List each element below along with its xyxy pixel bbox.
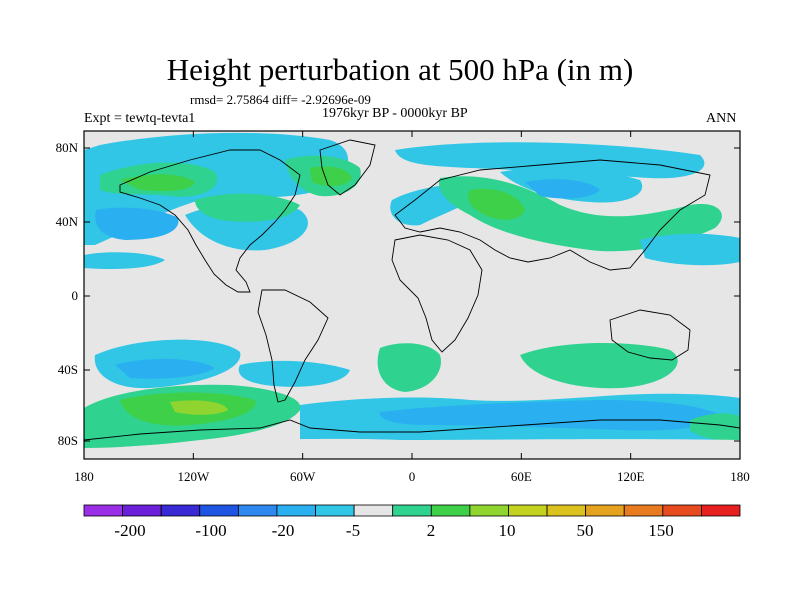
colorbar-swatch [508, 504, 548, 517]
contour-region [95, 207, 179, 240]
contour-region [377, 343, 441, 392]
colorbar-swatch [469, 504, 509, 517]
lon-tick-label: 180 [74, 469, 94, 484]
colorbar-swatch [353, 504, 394, 517]
coastline-australia [609, 309, 691, 361]
colorbar-swatch [546, 504, 587, 517]
lat-tick-label: 40S [58, 362, 78, 377]
contour-region [690, 413, 740, 441]
contour-region [640, 233, 740, 266]
colorbar-label: 150 [648, 521, 674, 540]
axis-layer: 80N 40N 0 40S 80S 180 120W 60W 0 60E 120E 180 [56, 131, 750, 484]
contour-region [195, 193, 300, 222]
colorbar-label: -100 [195, 521, 226, 540]
colorbar-swatch [199, 504, 239, 517]
contour-region [115, 358, 215, 379]
lon-tick-label: 60W [290, 469, 316, 484]
coastline-eurasia [394, 159, 711, 271]
lon-tick-label: 60E [511, 469, 532, 484]
coastline-antarctica [84, 419, 740, 441]
colorbar-swatch [623, 504, 664, 517]
contour-fill-layer [84, 131, 740, 459]
lon-tick-label: 180 [730, 469, 750, 484]
coastline-layer [84, 139, 740, 441]
stats-label: rmsd= 2.75864 diff= -2.92696e-09 [190, 92, 371, 107]
season-label: ANN [706, 111, 737, 126]
colorbar-label: -20 [272, 521, 295, 540]
contour-region [379, 400, 720, 431]
contour-region [84, 252, 165, 270]
contour-region [238, 360, 350, 387]
colorbar-swatch [392, 504, 432, 517]
lat-tick-label: 40N [56, 214, 79, 229]
contour-region [120, 174, 195, 192]
coastline-greenland [319, 139, 376, 196]
lat-tick-label: 80S [58, 433, 78, 448]
map-title: Height perturbation at 500 hPa (in m) [166, 52, 634, 87]
colorbar-swatch [122, 504, 162, 517]
colorbar-swatch [315, 504, 355, 517]
colorbar-label: 50 [577, 521, 594, 540]
colorbar-swatch [276, 504, 316, 517]
contour-region [170, 400, 228, 415]
lon-tick-label: 0 [409, 469, 416, 484]
colorbar-label: 2 [427, 521, 436, 540]
colorbar-swatch [160, 504, 201, 517]
period-label: 1976kyr BP - 0000kyr BP [322, 106, 468, 121]
coastline-africa [391, 234, 483, 353]
contour-region [395, 142, 705, 179]
contour-region [468, 188, 525, 220]
contour-region [525, 179, 600, 199]
colorbar-swatch [430, 504, 471, 517]
colorbar-swatch [701, 504, 741, 517]
lat-tick-label: 0 [72, 288, 79, 303]
lon-tick-label: 120W [177, 469, 210, 484]
colorbar-label: -200 [114, 521, 145, 540]
experiment-label: Expt = tewtq-tevta1 [84, 111, 196, 126]
coastline-south-america [257, 289, 329, 403]
coastline-north-america [119, 149, 301, 293]
colorbar: -200 -100 -20 -5 2 10 50 150 [83, 504, 741, 540]
colorbar-swatch [237, 504, 278, 517]
lat-tick-label: 80N [56, 140, 79, 155]
contour-region [520, 343, 678, 389]
colorbar-swatch [662, 504, 702, 517]
contour-region [310, 166, 352, 187]
colorbar-swatch [83, 504, 123, 517]
lon-tick-label: 120E [617, 469, 645, 484]
colorbar-label: -5 [346, 521, 360, 540]
colorbar-label: 10 [499, 521, 516, 540]
contour-region [84, 438, 740, 459]
colorbar-swatch [585, 504, 625, 517]
